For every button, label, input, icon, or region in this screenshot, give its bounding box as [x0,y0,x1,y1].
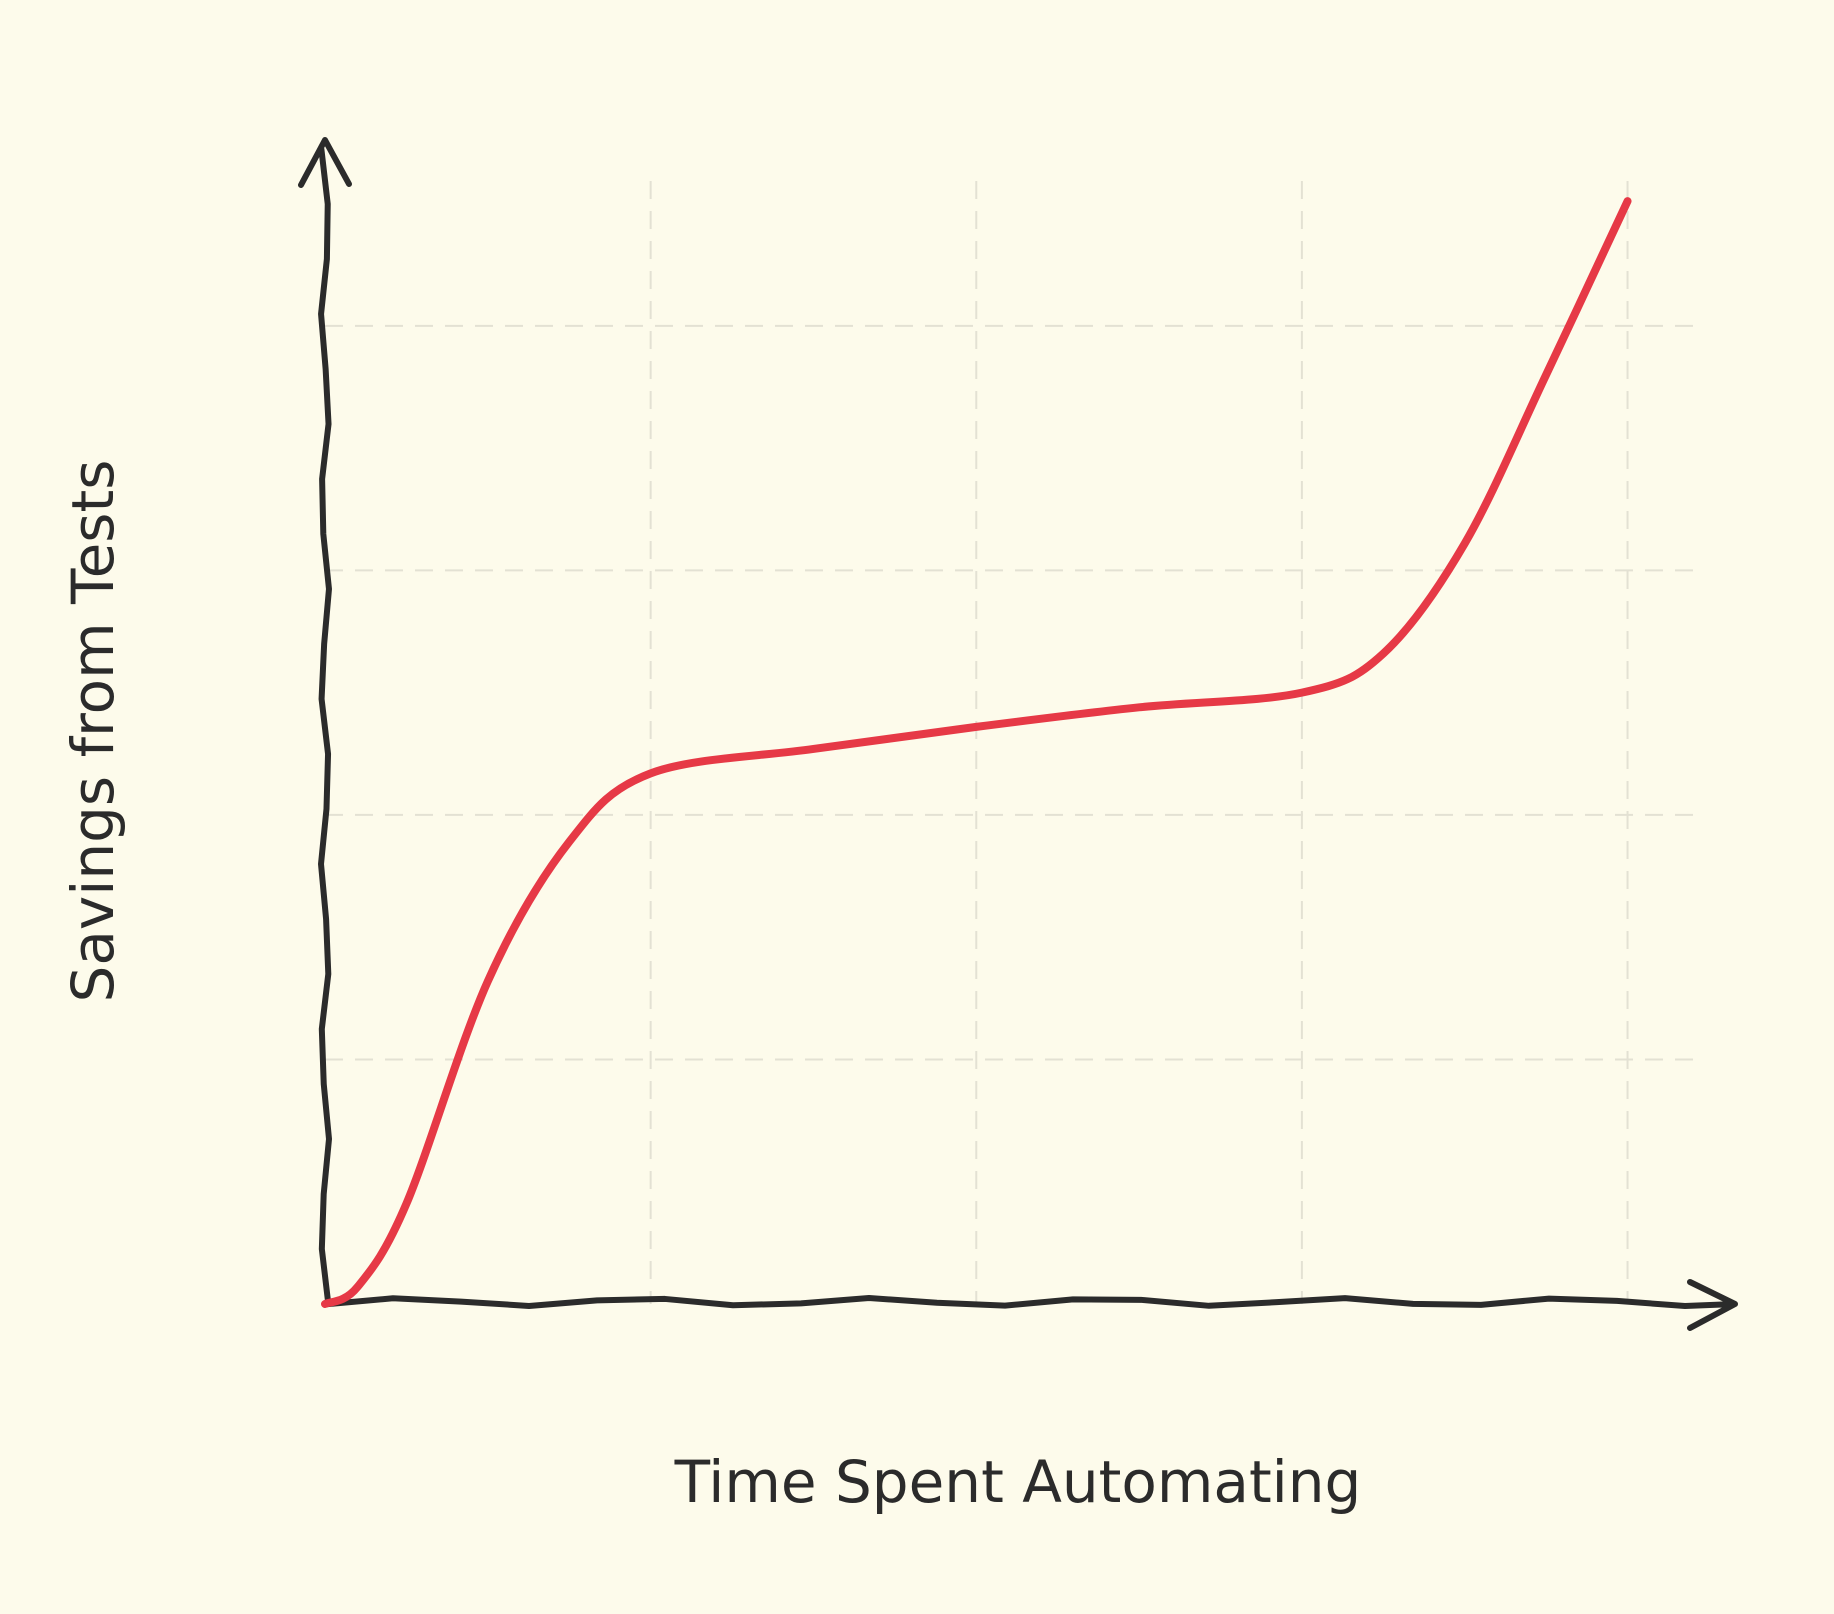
y-axis [298,137,352,1307]
x-axis [322,1279,1738,1331]
x-axis-label: Time Spent Automating [674,1448,1362,1516]
y-axis-label: Savings from Tests [59,460,127,1003]
data-line [321,197,1632,1308]
